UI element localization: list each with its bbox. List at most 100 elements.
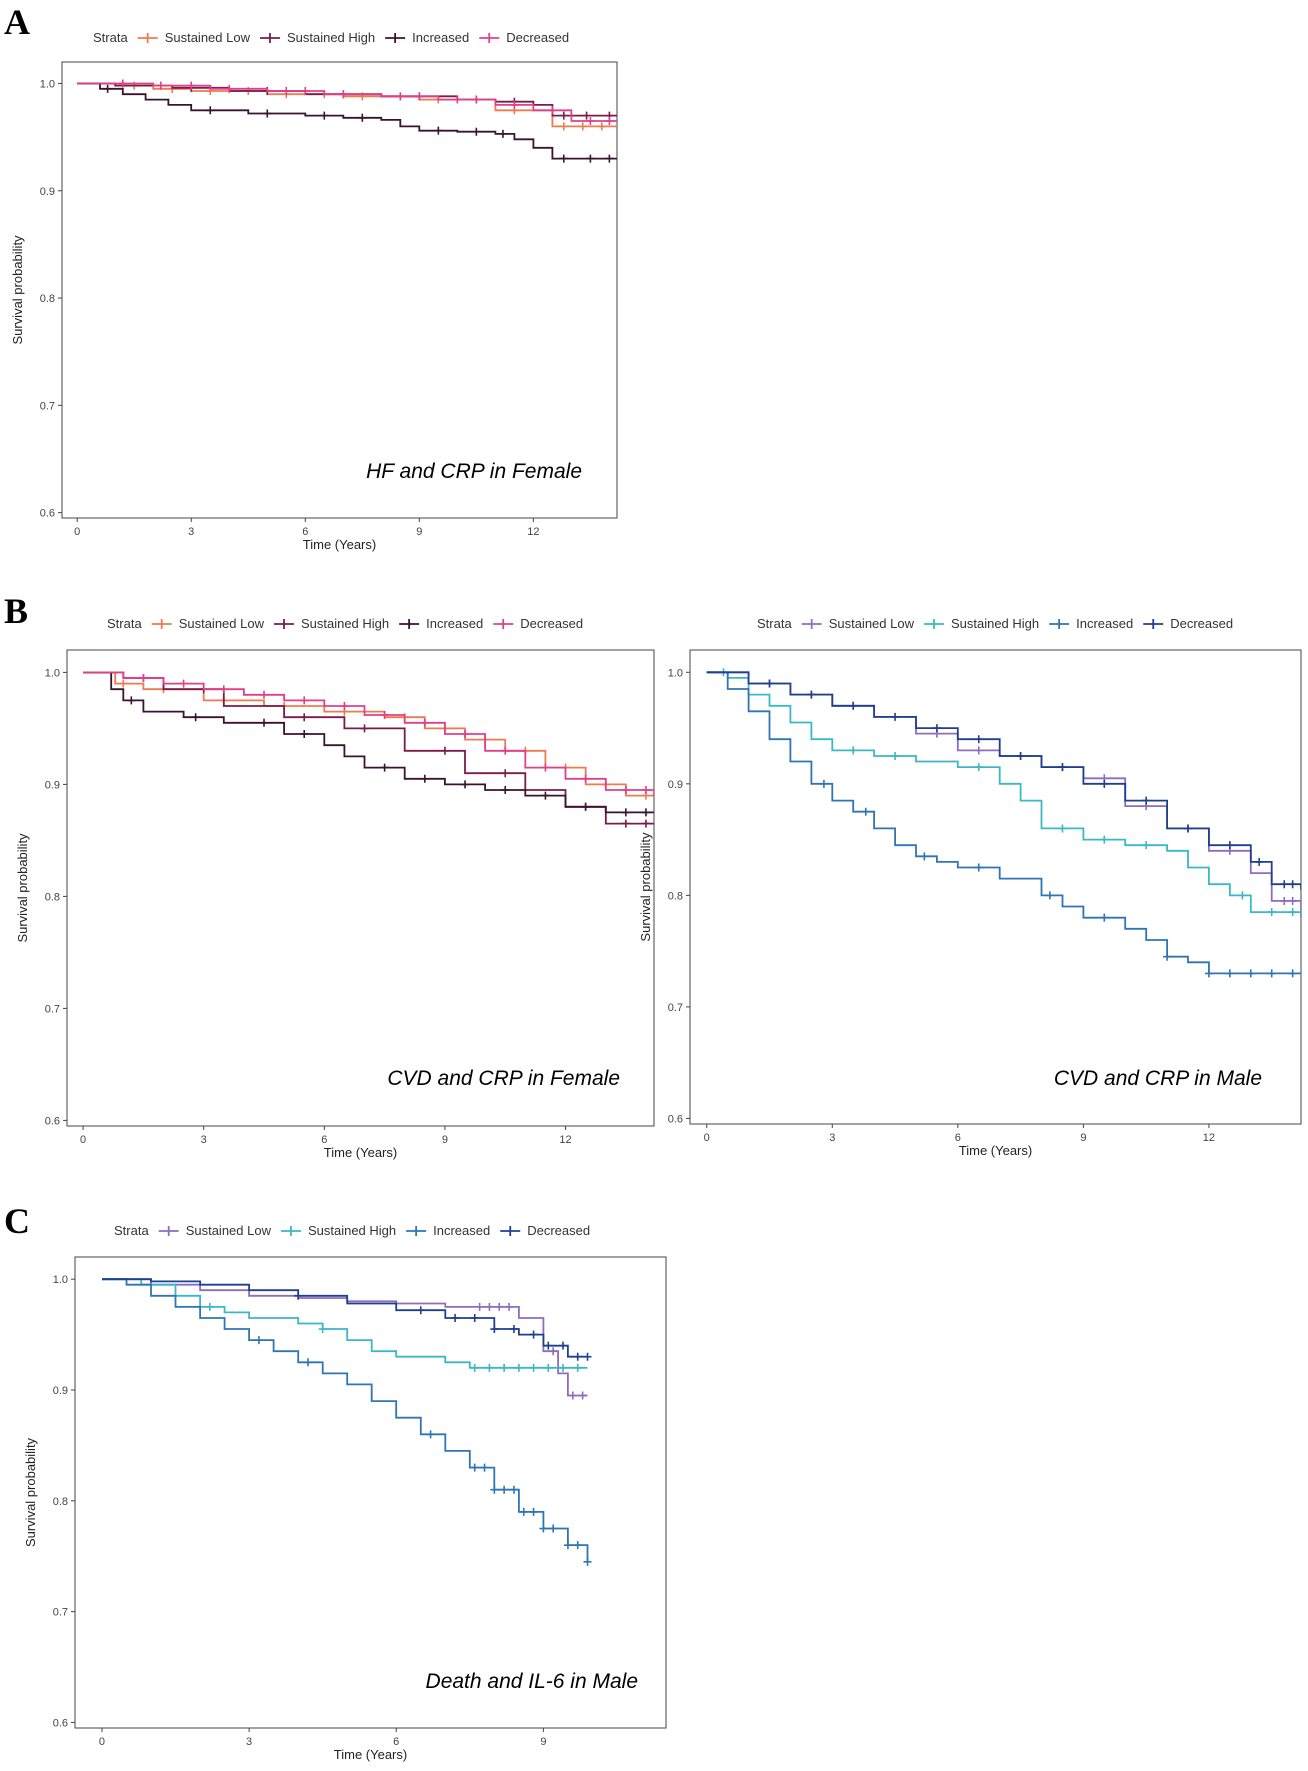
series-line-sustained-low (83, 671, 654, 797)
censor-mark (861, 807, 870, 816)
x-tick-label: 0 (74, 526, 80, 538)
y-tick-label: 0.7 (53, 1607, 68, 1619)
legend-label-sustained-low: Sustained Low (179, 616, 265, 631)
series-line-decreased (83, 671, 654, 796)
censor-mark (1225, 841, 1234, 850)
censor-mark (519, 1507, 528, 1516)
censor-mark (187, 81, 196, 90)
series-line-sustained-low (102, 1278, 588, 1397)
censor-mark (490, 1325, 499, 1334)
legend-label-decreased: Decreased (520, 616, 583, 631)
y-axis-title: Survival probability (638, 832, 653, 942)
plot-frame (689, 649, 1302, 1125)
censor-mark (586, 117, 595, 126)
censor-mark (191, 713, 200, 722)
y-tick-label: 0.6 (668, 1113, 683, 1125)
censor-mark (300, 713, 309, 722)
y-tick-label: 0.6 (45, 1115, 60, 1127)
censor-mark (529, 1507, 538, 1516)
censor-mark (451, 1313, 460, 1322)
series-line-sustained-high (102, 1278, 588, 1369)
charts-layer: 0.6 0.7 0.8 0.9 1.0 0 3 6 9 12 Time (Years) Surviva… (10, 30, 1302, 1762)
censor-mark (1288, 908, 1297, 917)
legend-key-increased (1049, 619, 1070, 629)
censor-mark (573, 1363, 582, 1372)
series-line-decreased (77, 82, 617, 122)
plot-frame (66, 649, 655, 1127)
x-tick-label: 3 (829, 1132, 835, 1144)
legend-label-increased: Increased (412, 30, 469, 45)
censor-mark (1225, 969, 1234, 978)
censor-mark (1184, 824, 1193, 833)
censor-mark (974, 863, 983, 872)
chart-4: 0.6 0.7 0.8 0.9 1.0 0 3 6 9 Time (Years) Survival … (23, 1223, 667, 1762)
censor-mark (1100, 835, 1109, 844)
censor-mark (318, 1325, 327, 1334)
censor-mark (472, 127, 481, 136)
censor-mark (282, 86, 291, 95)
censor-mark (1267, 908, 1276, 917)
y-tick-label: 0.9 (668, 779, 683, 791)
censor-mark (300, 730, 309, 738)
y-tick-label: 0.8 (45, 891, 60, 903)
censor-mark (505, 1302, 514, 1311)
censor-mark (891, 751, 900, 760)
legend-key-increased (399, 619, 420, 629)
censor-mark (597, 122, 606, 131)
chart-annotation: HF and CRP in Female (366, 460, 582, 483)
censor-mark (1246, 969, 1255, 978)
censor-mark (360, 724, 369, 733)
censor-mark (544, 1341, 553, 1350)
legend-label-increased: Increased (426, 616, 483, 631)
censor-mark (1280, 896, 1289, 905)
legend: Strata Sustained Low Sustained High Increas… (757, 616, 1233, 631)
censor-mark (641, 808, 650, 817)
censor-mark (509, 1485, 518, 1494)
censor-mark (1288, 969, 1297, 978)
legend-label-sustained-high: Sustained High (308, 1223, 396, 1238)
y-tick-label: 0.8 (40, 293, 55, 305)
legend-label-increased: Increased (1076, 616, 1133, 631)
legend-label-sustained-low: Sustained Low (186, 1223, 272, 1238)
x-tick-label: 12 (559, 1134, 571, 1146)
legend: Strata Sustained Low Sustained High Increas… (107, 616, 583, 631)
series-line-sustained-low (706, 671, 1301, 918)
x-axis-title: Time (Years) (334, 1747, 407, 1762)
chart-2: 0.6 0.7 0.8 0.9 1.0 0 3 6 9 12 Time (Years) Surviva… (15, 616, 655, 1160)
x-tick-label: 0 (704, 1132, 710, 1144)
x-tick-label: 9 (540, 1736, 546, 1748)
censor-mark (581, 802, 590, 811)
censor-mark (500, 1363, 509, 1372)
censor-mark (559, 122, 568, 131)
censor-mark (340, 702, 349, 710)
censor-mark (974, 763, 983, 772)
y-axis-title: Survival probability (23, 1437, 38, 1547)
legend-key-sustained-low (151, 619, 172, 629)
censor-mark (472, 95, 481, 104)
censor-mark (396, 92, 405, 101)
x-tick-label: 6 (302, 526, 308, 538)
censor-mark (583, 1557, 592, 1566)
legend-key-decreased (493, 619, 514, 629)
censor-mark (1142, 796, 1151, 805)
x-tick-label: 12 (527, 526, 539, 538)
legend: Strata Sustained Low Sustained High Increas… (114, 1223, 590, 1238)
censor-mark (358, 113, 367, 122)
censor-mark (641, 819, 650, 828)
censor-mark (807, 690, 816, 699)
legend-key-sustained-low (158, 1226, 179, 1236)
plot-area (102, 1278, 592, 1566)
legend-label-increased: Increased (433, 1223, 490, 1238)
censor-mark (578, 1391, 587, 1400)
censor-mark (541, 791, 550, 800)
legend-key-increased (385, 33, 406, 43)
legend-label-decreased: Decreased (1170, 616, 1233, 631)
censor-mark (1100, 779, 1109, 788)
legend-key-sustained-low (137, 33, 158, 43)
censor-mark (549, 1524, 558, 1533)
y-tick-label: 0.7 (668, 1002, 683, 1014)
censor-mark (434, 126, 443, 135)
censor-mark (1058, 824, 1067, 833)
x-tick-label: 3 (188, 526, 194, 538)
x-tick-label: 6 (321, 1134, 327, 1146)
